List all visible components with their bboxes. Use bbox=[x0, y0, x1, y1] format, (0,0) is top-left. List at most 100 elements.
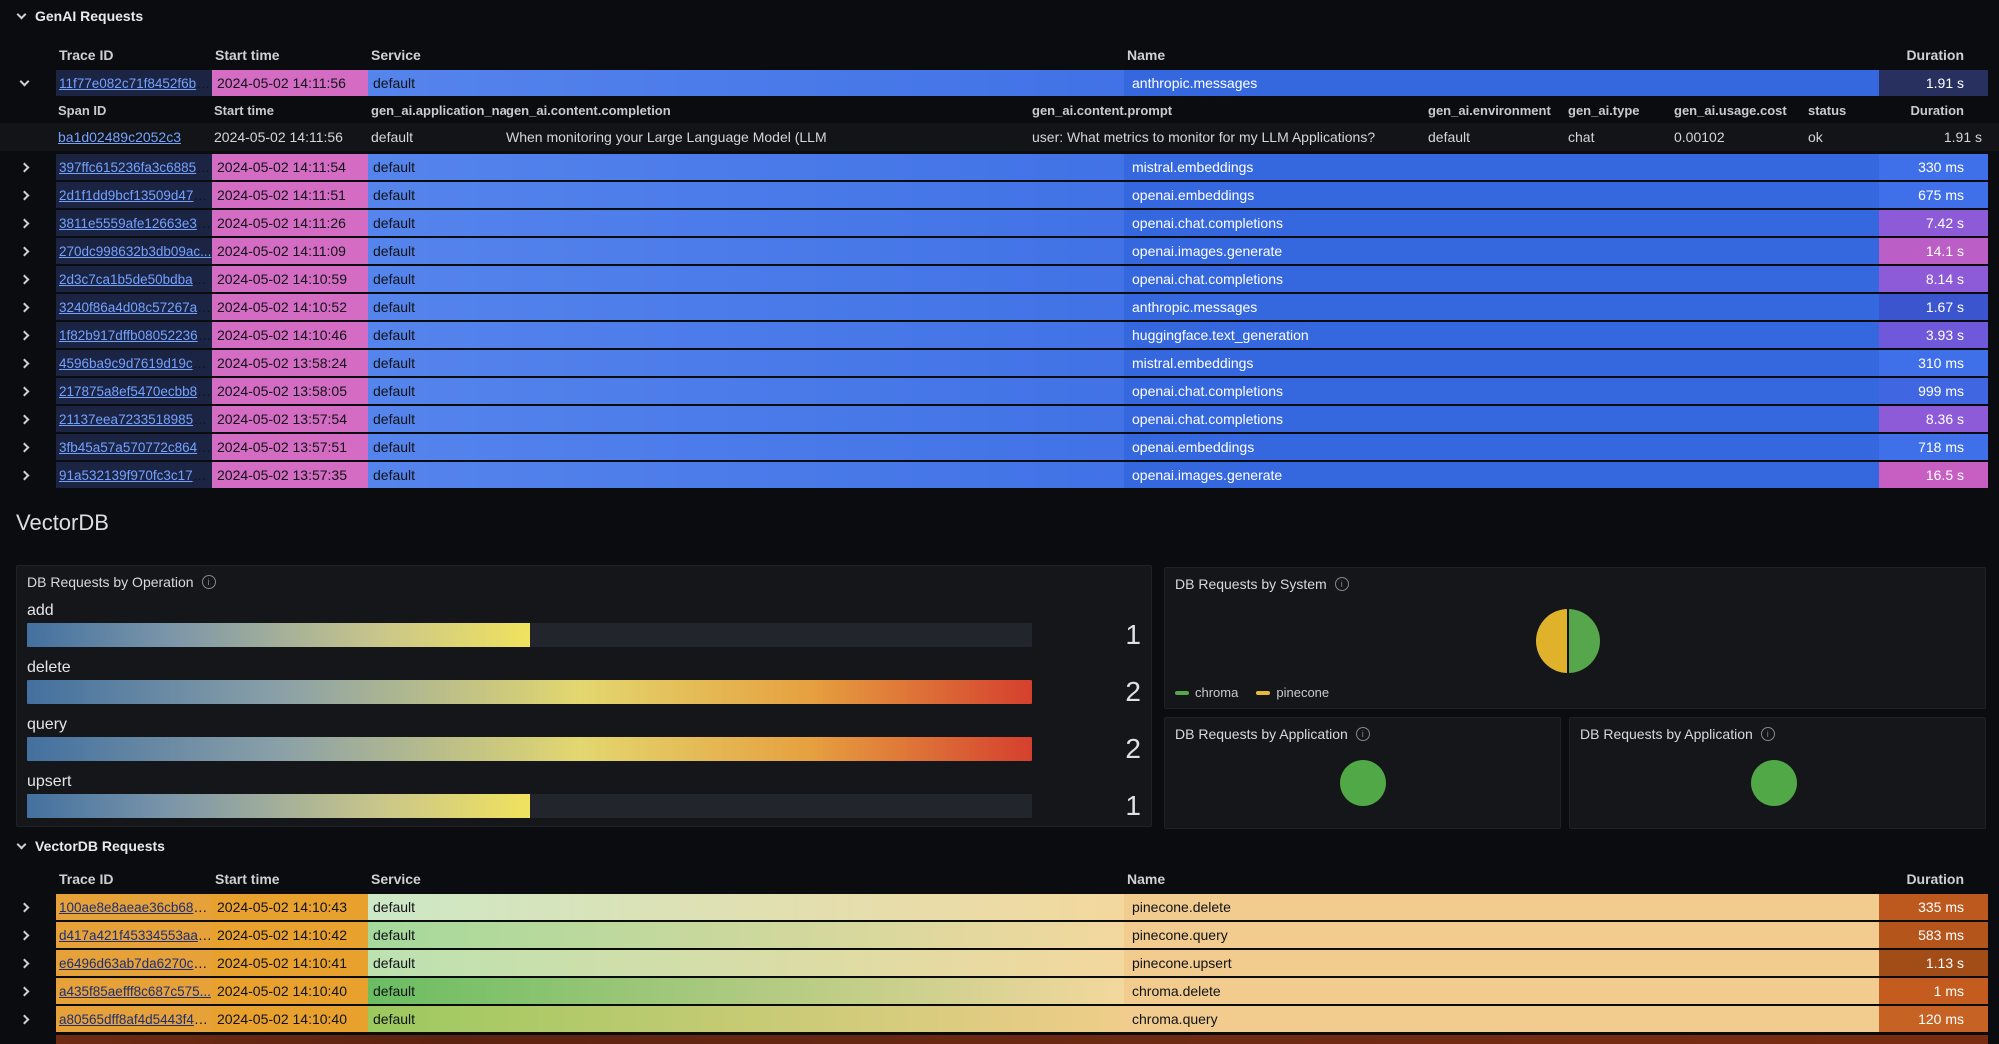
col-header-name[interactable]: Name bbox=[1127, 47, 1166, 63]
info-icon[interactable] bbox=[1334, 577, 1349, 591]
legend-item[interactable]: pinecone bbox=[1256, 685, 1329, 700]
row-expand-toggle[interactable] bbox=[0, 266, 56, 292]
row-expand-toggle[interactable] bbox=[0, 950, 56, 976]
row-expand-toggle[interactable] bbox=[0, 238, 56, 264]
trace-id-link[interactable]: 4596ba9c9d7619d19c07... bbox=[59, 356, 212, 371]
name-cell: openai.chat.completions bbox=[1124, 406, 1879, 432]
duration-cell: 718 ms bbox=[1879, 434, 1988, 460]
legend-color-dash bbox=[1256, 690, 1271, 695]
name-cell: chroma.query bbox=[1124, 1006, 1879, 1032]
row-expand-toggle[interactable] bbox=[0, 434, 56, 460]
col-header-trace-id[interactable]: Trace ID bbox=[59, 871, 114, 887]
info-icon[interactable] bbox=[201, 575, 216, 589]
col-header-duration[interactable]: Duration bbox=[1906, 871, 1964, 887]
trace-id-link[interactable]: a435f85aefff8c687c575... bbox=[59, 984, 211, 999]
trace-row: 3240f86a4d08c57267a3... 2024-05-02 14:10… bbox=[0, 294, 1999, 320]
chevron-down-icon bbox=[16, 9, 27, 20]
trace-id-link[interactable]: 397ffc615236fa3c68850... bbox=[59, 160, 212, 175]
row-expand-toggle[interactable] bbox=[0, 154, 56, 180]
trace-id-link[interactable]: 11f77e082c71f8452f6b6f... bbox=[59, 76, 212, 91]
col-header-trace-id[interactable]: Trace ID bbox=[59, 47, 114, 63]
trace-row: 2d1f1dd9bcf13509d47ec... 2024-05-02 14:1… bbox=[0, 182, 1999, 208]
span-id-link[interactable]: ba1d02489c2052c3 bbox=[58, 129, 182, 145]
genai-section-header[interactable]: GenAI Requests bbox=[16, 8, 144, 24]
trace-id-link[interactable]: 1f82b917dffb080522369... bbox=[59, 328, 212, 343]
start-time-cell: 2024-05-02 14:10:41 bbox=[212, 950, 368, 976]
panel-title[interactable]: DB Requests by Application bbox=[1175, 726, 1348, 742]
trace-id-link[interactable]: 270dc998632b3db09ac... bbox=[59, 244, 212, 259]
chevron-right-icon bbox=[19, 470, 30, 480]
row-expand-toggle[interactable] bbox=[0, 1006, 56, 1032]
row-expand-toggle[interactable] bbox=[0, 378, 56, 404]
table-header-row: Trace ID Start time Service Name Duratio… bbox=[0, 42, 1999, 68]
name-cell: mistral.embeddings bbox=[1124, 154, 1879, 180]
row-collapse-toggle[interactable] bbox=[0, 70, 56, 96]
trace-id-link[interactable]: d417a421f45334553aa03... bbox=[59, 928, 212, 943]
bar-label: upsert bbox=[27, 773, 72, 790]
trace-id-link[interactable]: a80565dff8af4d5443f48... bbox=[59, 1012, 212, 1027]
vectordb-requests-section-header[interactable]: VectorDB Requests bbox=[16, 838, 165, 854]
row-expand-toggle[interactable] bbox=[0, 978, 56, 1004]
col-header-name[interactable]: Name bbox=[1127, 871, 1166, 887]
info-icon[interactable] bbox=[1355, 727, 1370, 741]
row-expand-toggle[interactable] bbox=[0, 322, 56, 348]
trace-id-link[interactable]: e6496d63ab7da6270c1e... bbox=[59, 956, 212, 971]
genai-rows: 397ffc615236fa3c68850... 2024-05-02 14:1… bbox=[0, 154, 1999, 488]
row-expand-toggle[interactable] bbox=[0, 294, 56, 320]
trace-row: 100ae8e8aeae36cb68ba... 2024-05-02 14:10… bbox=[0, 894, 1999, 920]
trace-id-link[interactable]: 2d3c7ca1b5de50bdba4e... bbox=[59, 272, 212, 287]
col-header-service[interactable]: Service bbox=[371, 871, 421, 887]
duration-cell: 8.14 s bbox=[1879, 266, 1988, 292]
trace-id-link[interactable]: 100ae8e8aeae36cb68ba... bbox=[59, 900, 212, 915]
col-header-start-time[interactable]: Start time bbox=[215, 871, 280, 887]
service-cell: default bbox=[368, 238, 1124, 264]
bar-fill bbox=[27, 623, 530, 647]
trace-row: a435f85aefff8c687c575... 2024-05-02 14:1… bbox=[0, 978, 1999, 1004]
row-expand-toggle[interactable] bbox=[0, 210, 56, 236]
trace-id-link[interactable]: 91a532139f970fc3c173a7... bbox=[59, 468, 212, 483]
pie-legend: chroma pinecone bbox=[1175, 685, 1329, 700]
trace-id-link[interactable]: 21137eea7233518985d65... bbox=[59, 412, 212, 427]
trace-row: e6496d63ab7da6270c1e... 2024-05-02 14:10… bbox=[0, 950, 1999, 976]
vectordb-row-title[interactable]: VectorDB bbox=[16, 510, 109, 535]
panel-title[interactable]: DB Requests by Operation bbox=[27, 574, 194, 590]
row-expand-toggle[interactable] bbox=[0, 350, 56, 376]
bar-fill bbox=[27, 737, 1033, 761]
panel-db-requests-by-application-2: DB Requests by Application bbox=[1569, 717, 1986, 829]
panel-title[interactable]: DB Requests by Application bbox=[1580, 726, 1753, 742]
chevron-right-icon bbox=[19, 902, 30, 912]
trace-row: 270dc998632b3db09ac... 2024-05-02 14:11:… bbox=[0, 238, 1999, 264]
service-cell: default bbox=[368, 978, 1124, 1004]
service-cell: default bbox=[368, 434, 1124, 460]
col-header-start-time[interactable]: Start time bbox=[215, 47, 280, 63]
duration-cell: 330 ms bbox=[1879, 154, 1988, 180]
trace-id-link[interactable]: 3811e5559afe12663e355... bbox=[59, 216, 212, 231]
section-title: GenAI Requests bbox=[35, 8, 144, 24]
pie-chart-system bbox=[1536, 609, 1600, 673]
start-time-cell: 2024-05-02 14:10:40 bbox=[212, 978, 368, 1004]
info-icon[interactable] bbox=[1760, 727, 1775, 741]
trace-id-link[interactable]: 3fb45a57a570772c8649... bbox=[59, 440, 212, 455]
span-col-duration: Duration bbox=[1910, 103, 1964, 118]
panel-title[interactable]: DB Requests by System bbox=[1175, 576, 1327, 592]
row-expand-toggle[interactable] bbox=[0, 182, 56, 208]
row-expand-toggle[interactable] bbox=[0, 406, 56, 432]
chevron-right-icon bbox=[19, 442, 30, 452]
row-expand-toggle[interactable] bbox=[0, 894, 56, 920]
legend-item[interactable]: chroma bbox=[1175, 685, 1238, 700]
start-time-cell: 2024-05-02 14:10:40 bbox=[212, 1006, 368, 1032]
row-expand-toggle[interactable] bbox=[0, 922, 56, 948]
pie-chart-application bbox=[1340, 760, 1386, 806]
trace-row: 21137eea7233518985d65... 2024-05-02 13:5… bbox=[0, 406, 1999, 432]
trace-id-link[interactable]: 2d1f1dd9bcf13509d47ec... bbox=[59, 188, 212, 203]
genai-trace-table: Trace ID Start time Service Name Duratio… bbox=[0, 42, 1999, 490]
start-time-cell: 2024-05-02 14:10:46 bbox=[212, 322, 368, 348]
trace-id-link[interactable]: 217875a8ef5470ecbb82... bbox=[59, 384, 212, 399]
col-header-duration[interactable]: Duration bbox=[1906, 47, 1964, 63]
col-header-service[interactable]: Service bbox=[371, 47, 421, 63]
service-cell: default bbox=[368, 322, 1124, 348]
trace-id-link[interactable]: 3240f86a4d08c57267a3... bbox=[59, 300, 212, 315]
row-expand-toggle[interactable] bbox=[0, 462, 56, 488]
span-col-status: status bbox=[1808, 103, 1847, 118]
vectordb-trace-table: Trace ID Start time Service Name Duratio… bbox=[0, 866, 1999, 1034]
